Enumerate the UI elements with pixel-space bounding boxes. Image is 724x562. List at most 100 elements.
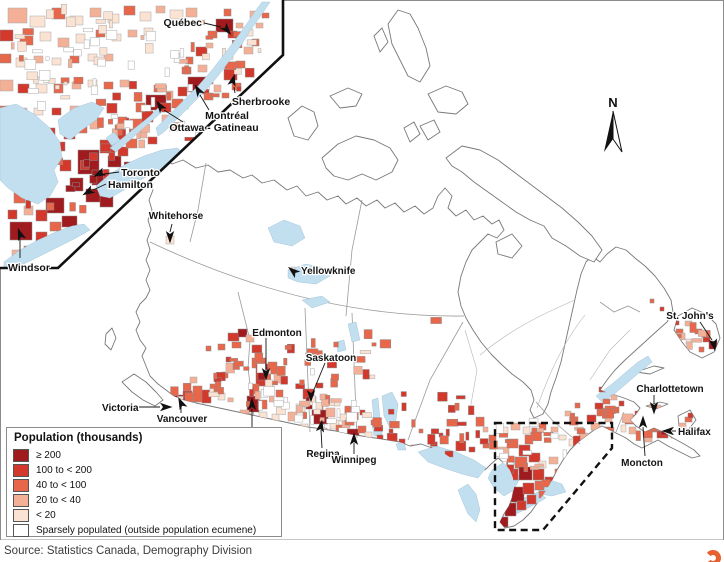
census-division-patch (227, 397, 234, 403)
census-division-patch (275, 389, 284, 398)
census-division-patch (29, 15, 46, 28)
census-division-patch (344, 405, 351, 414)
census-division-patch (475, 430, 480, 439)
inset-georgian-bay (57, 101, 105, 141)
census-division-patch (51, 57, 62, 66)
census-division-patch (353, 366, 363, 375)
north-arrow: N (604, 95, 623, 153)
city-label-toronto: Toronto (121, 167, 160, 179)
city-label-montr-al: Montréal (205, 110, 249, 122)
census-division-outline (32, 49, 43, 54)
census-division-patch (138, 139, 146, 149)
census-division-patch (321, 399, 329, 407)
st-lawrence-estuary (595, 355, 653, 403)
census-division-patch (522, 482, 535, 495)
city-label-vancouver: Vancouver (157, 414, 208, 425)
census-division-outline (273, 400, 284, 407)
census-division-patch (103, 81, 114, 90)
city-label-edmonton: Edmonton (252, 328, 301, 339)
census-division-patch (243, 46, 254, 55)
census-division-patch (223, 8, 232, 17)
census-division-patch (401, 402, 407, 412)
leader-line-montr-al (199, 94, 210, 111)
leader-line-st-john-s (699, 321, 713, 341)
census-division-patch (63, 81, 68, 86)
census-division-outline (82, 27, 94, 33)
census-division-patch (691, 338, 702, 343)
census-division-patch (205, 35, 214, 40)
inset-lake-huron (0, 103, 63, 205)
census-division-patch (97, 117, 104, 128)
census-division-patch (155, 83, 167, 89)
census-division-patch (155, 5, 166, 14)
census-division-patch (7, 7, 28, 24)
census-division-patch (610, 394, 618, 401)
census-division-patch (235, 22, 244, 29)
inset-lakes (0, 1, 271, 268)
census-division-patch (280, 376, 288, 385)
census-division-patch (526, 494, 537, 505)
census-division-patch (327, 360, 337, 369)
legend-swatch-3 (13, 494, 29, 507)
census-division-patch (201, 19, 205, 25)
census-division-patch (184, 392, 193, 403)
census-division-outline (63, 47, 74, 53)
census-division-patch (649, 298, 655, 304)
census-division-patch (506, 438, 519, 449)
census-division-outline (83, 39, 90, 49)
census-division-patch (99, 47, 108, 56)
legend-row-5: Sparsely populated (outside population e… (13, 523, 281, 538)
census-division-patch (363, 329, 373, 339)
census-division-patch (310, 338, 316, 348)
census-division-patch (299, 400, 310, 407)
city-marker-victoria (160, 402, 173, 412)
census-division-patch (302, 411, 307, 419)
census-division-outline (346, 412, 358, 423)
census-division-patch (185, 7, 198, 18)
census-division-outline (73, 49, 82, 57)
census-division-patch (389, 421, 400, 429)
census-division-patch (35, 209, 48, 222)
census-division-outline (495, 423, 504, 434)
great-bear-lake (267, 219, 306, 247)
census-division-patch (468, 405, 475, 416)
census-division-patch (439, 435, 449, 445)
inset-border (0, 0, 285, 270)
census-division-patch (532, 468, 545, 481)
census-division-patch (698, 329, 707, 337)
census-division-patch (19, 35, 34, 46)
census-division-patch (465, 431, 470, 441)
census-division-patch (210, 93, 220, 98)
census-division-patch (10, 42, 15, 50)
census-division-outline (326, 418, 337, 424)
census-division-patch (139, 11, 152, 22)
census-division-patch (371, 342, 377, 347)
census-division-patch (267, 361, 278, 375)
census-division-patch (192, 385, 203, 403)
legend-swatch-2 (13, 479, 29, 492)
census-division-patch (620, 424, 627, 433)
census-division-outline (110, 114, 119, 119)
legend-label-3: 20 to < 40 (36, 495, 81, 506)
census-division-patch (51, 107, 62, 116)
census-division-outline (127, 60, 135, 70)
census-division-patch (213, 372, 218, 380)
city-label-moncton: Moncton (621, 458, 663, 469)
census-division-patch (208, 391, 220, 397)
census-division-outline (294, 414, 304, 423)
census-division-patch (245, 334, 255, 343)
census-division-patch (169, 9, 184, 20)
city-label-ottawa-gatineau: Ottawa - Gatineau (169, 122, 258, 134)
city-label-whitehorse: Whitehorse (149, 211, 204, 222)
north-arrow-label: N (608, 95, 617, 110)
census-division-outline (150, 96, 156, 108)
census-division-patch (251, 329, 259, 336)
census-division-patch (299, 379, 305, 386)
legend-title: Population (thousands) (14, 432, 143, 444)
census-division-patch (217, 343, 226, 351)
source-text: Source: Statistics Canada, Demography Di… (4, 545, 253, 557)
census-division-patch (251, 344, 263, 353)
legend-row-4: < 20 (13, 508, 281, 523)
